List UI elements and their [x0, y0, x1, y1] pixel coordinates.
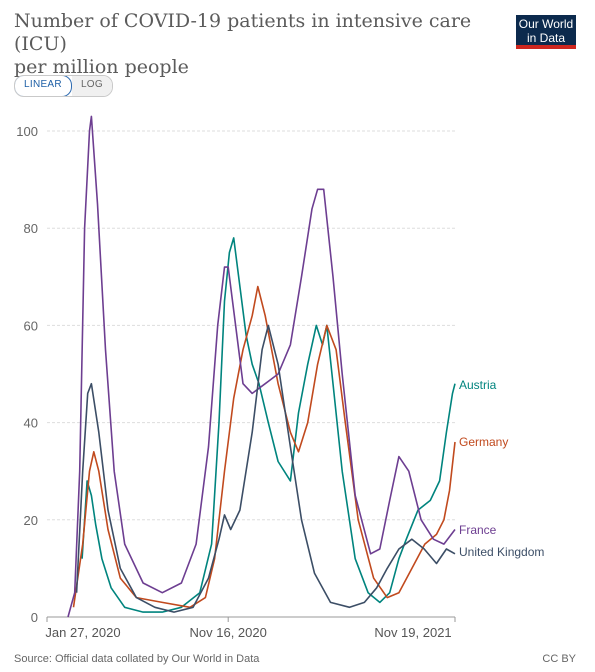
series-layer: [67, 115, 456, 618]
y-tick-label: 100: [16, 124, 38, 139]
logo-line1: Our World: [518, 17, 574, 31]
series-line-france: [67, 115, 456, 618]
grid-layer: [46, 130, 456, 622]
x-tick-label: Nov 16, 2020: [190, 625, 267, 640]
linear-scale-button[interactable]: LINEAR: [14, 76, 72, 96]
log-scale-button[interactable]: LOG: [71, 76, 112, 96]
series-line-united-kingdom: [75, 324, 456, 613]
x-tick-label: Nov 19, 2021: [374, 625, 451, 640]
series-line-austria: [81, 237, 456, 613]
x-tick-label: Jan 27, 2020: [45, 625, 120, 640]
series-label-austria: Austria: [459, 378, 497, 392]
series-label-france: France: [459, 523, 497, 537]
y-tick-label: 0: [31, 610, 38, 625]
series-line-germany: [72, 285, 456, 609]
logo-line2: in Data: [526, 31, 566, 45]
series-label-united-kingdom: United Kingdom: [459, 545, 544, 559]
y-tick-label: 40: [24, 416, 38, 431]
chart-title-line1: Number of COVID-19 patients in intensive…: [14, 10, 472, 55]
chart-title: Number of COVID-19 patients in intensive…: [14, 10, 484, 79]
scale-toggle: LINEAR LOG: [14, 75, 113, 97]
y-tick-label: 60: [24, 318, 38, 333]
owid-logo[interactable]: Our World in Data: [516, 15, 576, 49]
label-layer: 0 20 40 60 80 100 Jan 27, 2020 Nov 16, 2020 Nov …: [16, 124, 544, 640]
license-link[interactable]: CC BY: [542, 653, 576, 665]
y-tick-label: 20: [24, 513, 38, 528]
source-note: Source: Official data collated by Our Wo…: [14, 653, 260, 665]
series-label-germany: Germany: [459, 435, 508, 449]
chart-title-line2: per million people: [14, 56, 189, 78]
y-tick-label: 80: [24, 221, 38, 236]
